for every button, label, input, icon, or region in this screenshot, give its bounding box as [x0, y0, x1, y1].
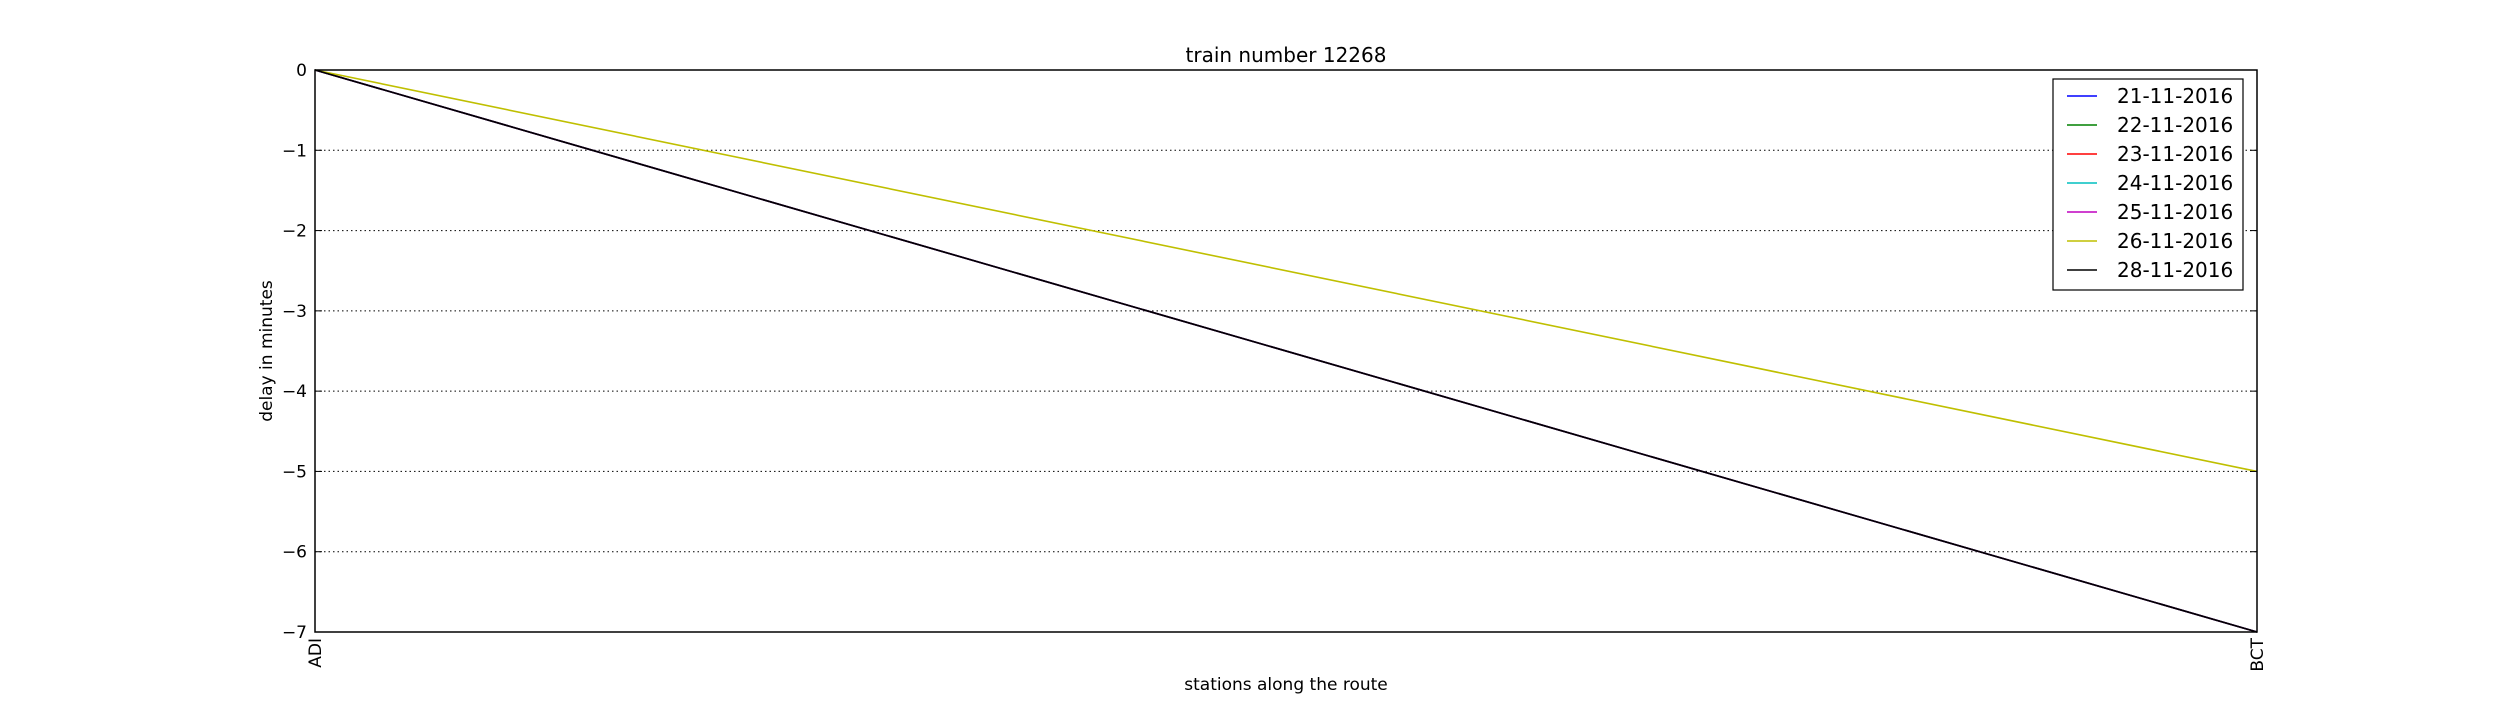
legend: 21-11-2016 22-11-2016 23-11-2016 24-11-2016…	[2052, 78, 2244, 291]
chart-title: train number 12268	[1186, 43, 1387, 67]
x-axis-ticks: ADI BCT	[306, 625, 2268, 672]
y-tick-label: −3	[282, 302, 307, 322]
y-tick-label: −2	[282, 222, 307, 242]
series-line-28-11-2016	[314, 69, 2258, 633]
y-tick-label: −4	[282, 382, 307, 402]
y-tick-label: −1	[282, 141, 307, 161]
x-tick-label: BCT	[2248, 637, 2268, 671]
legend-box	[2052, 78, 2244, 291]
legend-entry: 23-11-2016	[2117, 142, 2233, 166]
y-tick-label: 0	[296, 61, 307, 81]
series-lines	[314, 69, 2258, 633]
y-tick-label: −7	[282, 623, 307, 643]
y-axis-label: delay in minutes	[257, 280, 277, 422]
legend-entry: 21-11-2016	[2117, 84, 2233, 108]
x-axis-label: stations along the route	[1184, 675, 1388, 695]
y-tick-label: −6	[282, 543, 307, 563]
plot-area-frame	[314, 69, 2258, 633]
legend-entry: 26-11-2016	[2117, 229, 2233, 253]
legend-entry: 22-11-2016	[2117, 113, 2233, 137]
y-tick-label: −5	[282, 462, 307, 482]
legend-entry: 24-11-2016	[2117, 171, 2233, 195]
x-tick-label: ADI	[306, 638, 326, 668]
series-line-26-11-2016	[314, 69, 2258, 473]
y-axis-ticks: 0 −1 −2 −3 −4 −5 −6 −7	[282, 61, 2257, 643]
legend-entry: 28-11-2016	[2117, 258, 2233, 282]
legend-entry: 25-11-2016	[2117, 200, 2233, 224]
